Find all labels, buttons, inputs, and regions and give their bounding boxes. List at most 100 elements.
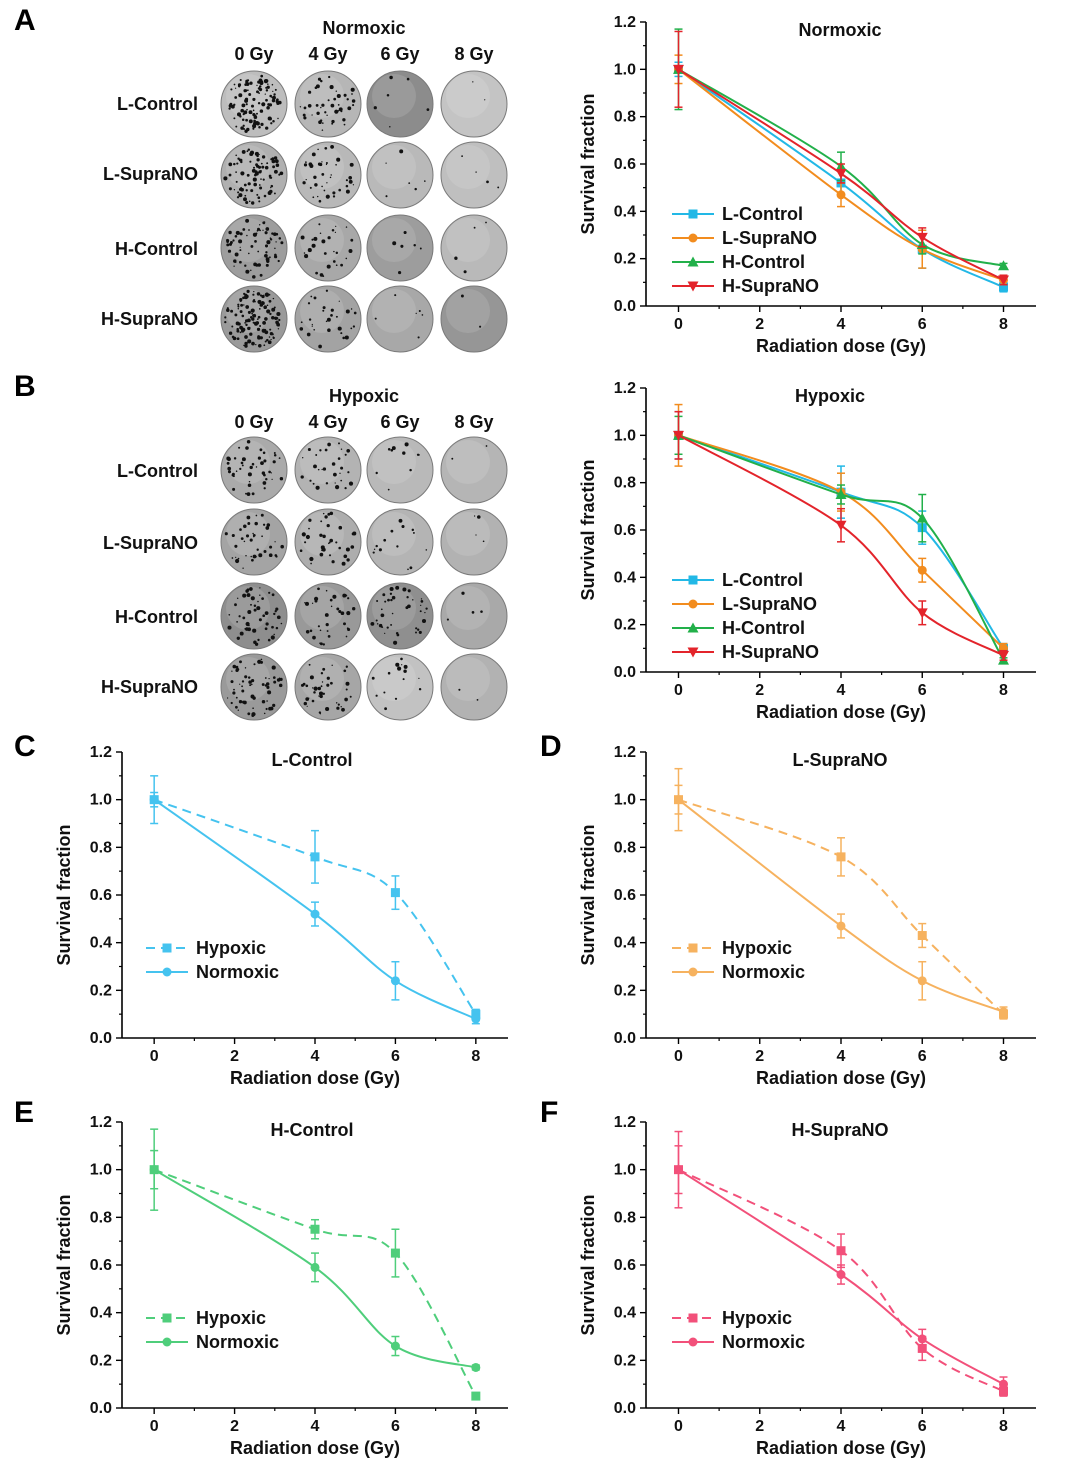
colony-dot (336, 157, 341, 162)
colony-dot (233, 162, 236, 166)
data-point (917, 565, 927, 575)
colony-dot (249, 332, 253, 336)
series-line (677, 68, 1004, 281)
colony-dot (254, 301, 256, 303)
colony-dot (251, 712, 256, 717)
legend-marker (687, 647, 699, 658)
colony-dot (321, 161, 323, 163)
data-point (471, 1014, 481, 1024)
colony-dot (332, 191, 336, 195)
y-tick-label: 0.8 (90, 839, 112, 856)
colony-dot (266, 106, 270, 110)
colony-dot (264, 231, 268, 235)
colony-dot (255, 121, 260, 126)
colony-dot (338, 609, 342, 614)
colony-dot (306, 705, 308, 707)
colony-dot (373, 106, 377, 110)
y-tick-label: 0.0 (90, 1030, 112, 1047)
colony-dot (416, 453, 420, 457)
colony-dot (324, 111, 327, 114)
colony-dot (418, 677, 420, 680)
colony-dot (260, 74, 264, 78)
colony-dot (301, 532, 306, 537)
colony-dot (257, 250, 260, 253)
colony-dot (327, 512, 331, 516)
colony-dot (245, 492, 247, 495)
colony-dot (324, 613, 329, 617)
x-tick-label: 6 (918, 682, 927, 699)
colony-dot (264, 340, 267, 343)
x-tick-label: 4 (837, 316, 846, 333)
colony-dot (246, 593, 251, 598)
colony-dot (247, 472, 252, 477)
colony-dot (317, 195, 319, 198)
colony-dot (258, 85, 262, 88)
colony-dot (329, 538, 334, 543)
colony-dot (245, 79, 248, 82)
colony-dot (342, 118, 346, 122)
colony-dot (235, 705, 238, 709)
legend-label: Normoxic (196, 1332, 279, 1352)
y-tick-label: 1.0 (614, 1162, 636, 1179)
y-tick-label: 1.0 (614, 792, 636, 809)
colony-dot (335, 225, 337, 228)
colony-dot (321, 129, 324, 131)
dish-row-label: L-Control (117, 94, 198, 114)
y-tick-label: 0.6 (614, 887, 636, 904)
y-tick-label: 0.8 (614, 839, 636, 856)
colony-dot (265, 227, 270, 231)
y-tick-label: 0.8 (614, 475, 636, 492)
series-line (677, 798, 1004, 1013)
colony-dot (311, 152, 316, 157)
colony-dot (265, 98, 268, 102)
data-point (390, 1341, 400, 1351)
colony-dot (387, 598, 390, 602)
colony-dot (264, 93, 266, 95)
colony-dot (246, 440, 251, 444)
colony-dot (260, 162, 263, 165)
colony-dot (378, 548, 382, 552)
colony-dot (239, 158, 243, 162)
colony-dot (352, 104, 355, 107)
colony-dot (240, 329, 245, 333)
dish-highlight (446, 145, 490, 189)
colony-dot (239, 660, 242, 664)
colony-dot (322, 512, 325, 515)
colony-dot (237, 305, 240, 308)
colony-dot (233, 337, 236, 341)
colony-dot (337, 104, 340, 106)
y-tick-label: 0.6 (90, 1257, 112, 1274)
x-tick-label: 8 (471, 1418, 480, 1435)
colony-dot (304, 254, 309, 259)
colony-dot (333, 472, 337, 477)
colony-dot (315, 485, 320, 490)
dish-highlight (372, 440, 416, 484)
data-point (149, 795, 159, 805)
colony-dot (231, 670, 233, 672)
colony-dot (337, 457, 341, 460)
dish-column-label: 8 Gy (454, 44, 493, 64)
colony-dot (259, 88, 262, 92)
colony-dot (272, 460, 276, 464)
colony-dot (273, 612, 276, 616)
colony-dot (402, 587, 407, 592)
colony-dot (270, 122, 273, 125)
colony-dot (341, 707, 345, 712)
colony-dot (351, 532, 355, 536)
colony-dot (265, 526, 270, 530)
y-tick-label: 0.2 (614, 982, 636, 999)
dish-plate (220, 70, 288, 138)
colony-dot (264, 253, 268, 258)
colony-dot (227, 625, 232, 630)
colony-dot (340, 263, 343, 267)
colony-dot (256, 193, 259, 196)
data-point (916, 232, 928, 243)
dish-plate (440, 285, 508, 353)
colony-dot (326, 523, 330, 528)
colony-dot (260, 122, 264, 127)
colony-dot (272, 165, 276, 169)
colony-dot (245, 305, 250, 309)
colony-dot (239, 246, 241, 248)
colony-dot (250, 316, 253, 319)
colony-dot (271, 98, 276, 103)
